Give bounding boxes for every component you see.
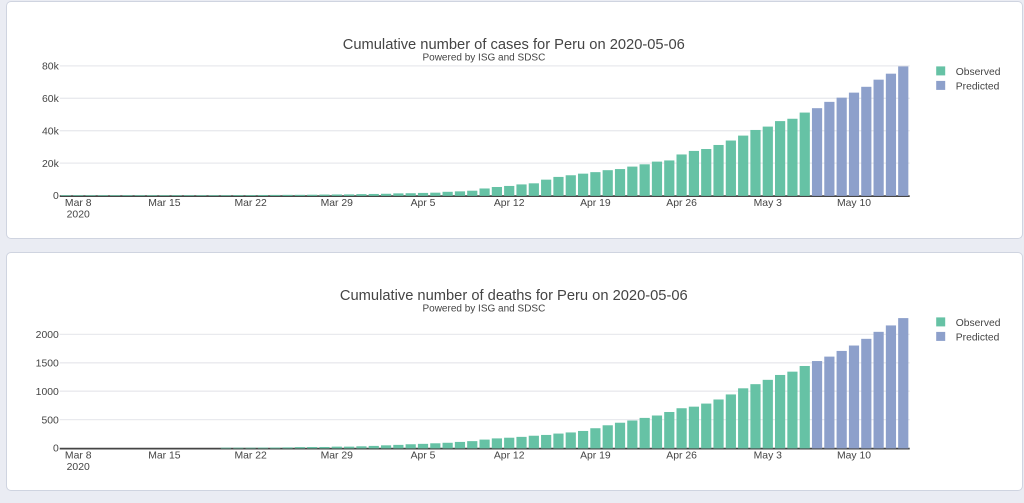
svg-text:Cumulative number of deaths fo: Cumulative number of deaths for Peru on … bbox=[340, 288, 688, 304]
svg-text:Mar 15: Mar 15 bbox=[148, 198, 181, 209]
svg-text:Mar 22: Mar 22 bbox=[234, 451, 267, 462]
svg-text:500: 500 bbox=[41, 415, 59, 426]
svg-text:Mar 8: Mar 8 bbox=[65, 451, 92, 462]
svg-text:1000: 1000 bbox=[36, 387, 59, 398]
svg-text:80k: 80k bbox=[42, 62, 60, 73]
svg-text:Observed: Observed bbox=[956, 318, 1001, 329]
svg-text:Mar 29: Mar 29 bbox=[321, 198, 354, 209]
svg-text:2000: 2000 bbox=[36, 330, 59, 341]
svg-text:May 10: May 10 bbox=[837, 198, 871, 209]
svg-text:Predicted: Predicted bbox=[956, 82, 1000, 93]
svg-text:Mar 29: Mar 29 bbox=[321, 451, 354, 462]
svg-text:Apr 12: Apr 12 bbox=[494, 198, 525, 209]
svg-text:2020: 2020 bbox=[67, 210, 90, 221]
svg-text:May 10: May 10 bbox=[837, 451, 871, 462]
svg-text:Powered by ISG and SDSC: Powered by ISG and SDSC bbox=[422, 53, 545, 64]
svg-text:Predicted: Predicted bbox=[956, 332, 1000, 343]
svg-text:20k: 20k bbox=[42, 159, 60, 170]
svg-text:2020: 2020 bbox=[67, 462, 90, 473]
svg-text:Powered by ISG and SDSC: Powered by ISG and SDSC bbox=[422, 304, 545, 315]
svg-text:Apr 19: Apr 19 bbox=[580, 451, 611, 462]
svg-text:May 3: May 3 bbox=[754, 198, 783, 209]
svg-text:Observed: Observed bbox=[956, 67, 1001, 78]
svg-text:Cumulative number of cases for: Cumulative number of cases for Peru on 2… bbox=[343, 37, 685, 53]
svg-text:Mar 8: Mar 8 bbox=[65, 198, 92, 209]
svg-text:0: 0 bbox=[53, 444, 59, 455]
svg-text:Apr 26: Apr 26 bbox=[666, 198, 697, 209]
svg-text:May 3: May 3 bbox=[754, 451, 783, 462]
svg-text:Apr 12: Apr 12 bbox=[494, 451, 525, 462]
svg-text:60k: 60k bbox=[42, 94, 60, 105]
svg-text:Apr 26: Apr 26 bbox=[666, 451, 697, 462]
svg-text:0: 0 bbox=[53, 192, 59, 203]
svg-text:Apr 5: Apr 5 bbox=[411, 198, 436, 209]
svg-text:Apr 19: Apr 19 bbox=[580, 198, 611, 209]
svg-text:Mar 15: Mar 15 bbox=[148, 451, 181, 462]
svg-text:1500: 1500 bbox=[36, 359, 59, 370]
svg-text:40k: 40k bbox=[42, 127, 60, 138]
svg-text:Mar 22: Mar 22 bbox=[234, 198, 267, 209]
svg-text:Apr 5: Apr 5 bbox=[411, 451, 436, 462]
